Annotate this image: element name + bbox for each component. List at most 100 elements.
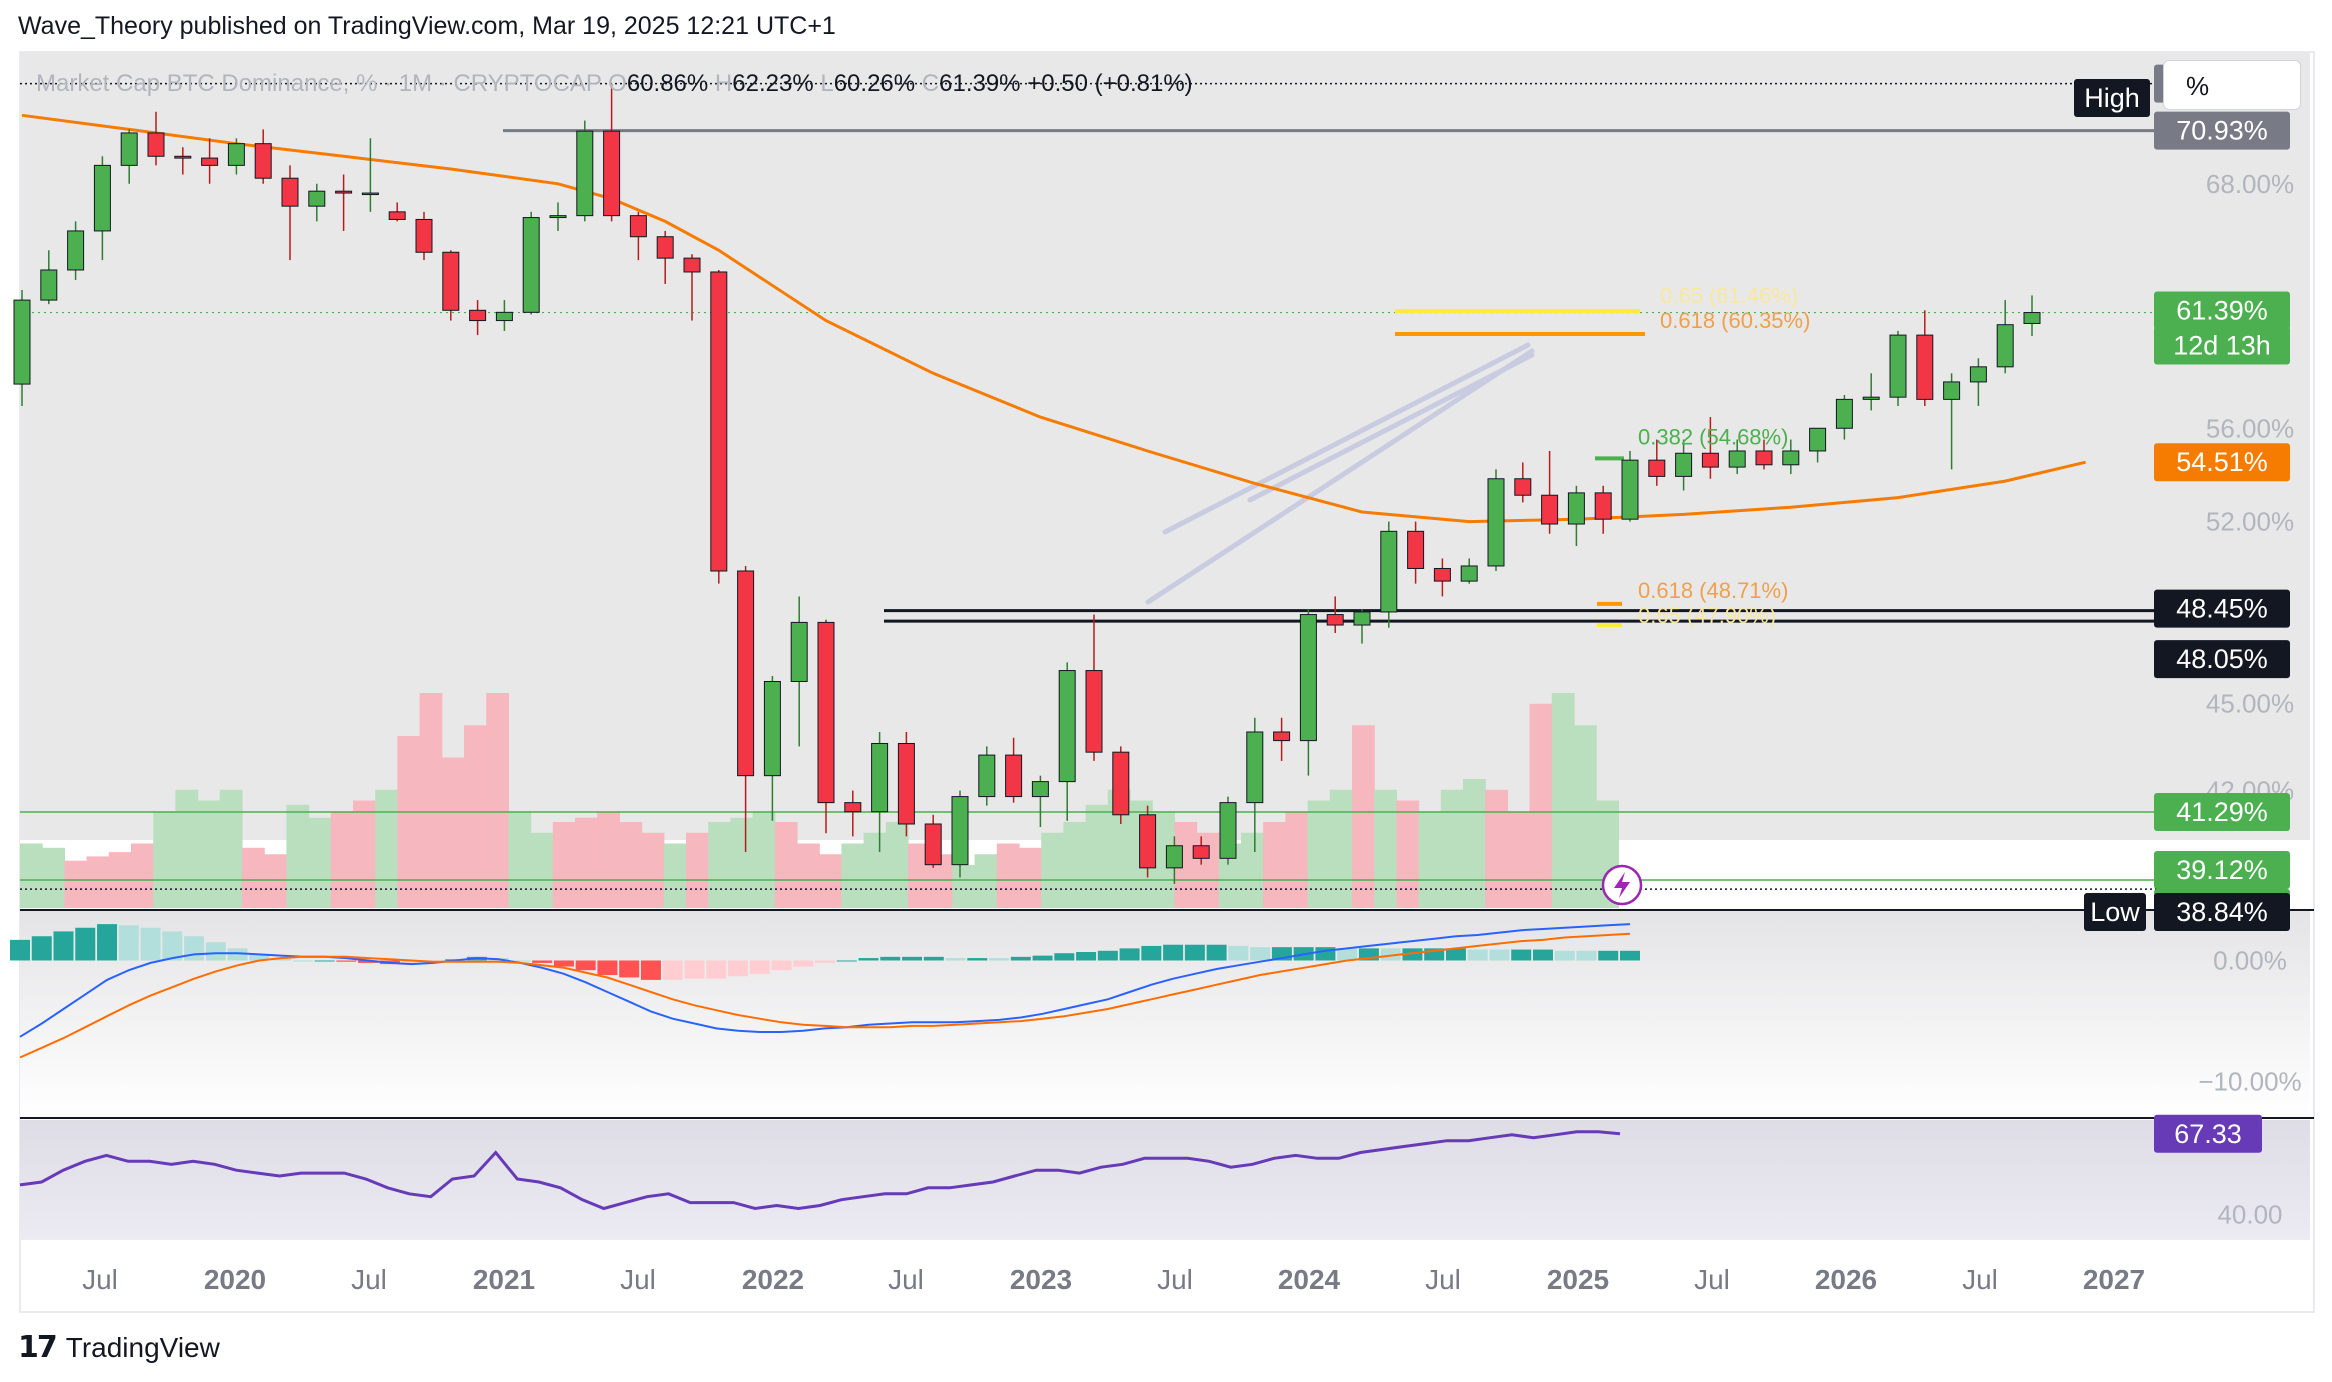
macd-histogram-bar bbox=[1163, 944, 1184, 961]
macd-histogram-bar bbox=[1554, 950, 1575, 961]
candle bbox=[1112, 746, 1130, 824]
candle bbox=[281, 165, 299, 261]
volume-bar bbox=[508, 811, 532, 908]
macd-histogram-bar bbox=[771, 960, 792, 971]
candle bbox=[1353, 609, 1371, 644]
candle bbox=[844, 790, 862, 837]
volume-bar bbox=[1440, 789, 1464, 908]
rsi-tag-bg bbox=[2154, 1114, 2262, 1153]
candle-body bbox=[13, 299, 31, 385]
volume-bar bbox=[597, 811, 620, 908]
candle bbox=[871, 731, 889, 853]
volume-bar bbox=[1463, 779, 1486, 908]
volume-bar bbox=[686, 832, 709, 908]
candle-body bbox=[1862, 396, 1880, 400]
time-tick-label: Jul bbox=[1425, 1264, 1461, 1295]
candle-body bbox=[147, 132, 165, 157]
symbol-legend: Market Cap BTC Dominance, % · 1M · CRYPT… bbox=[36, 70, 1193, 98]
volume-bar bbox=[1307, 800, 1331, 908]
macd-histogram-bar bbox=[97, 924, 118, 961]
macd-histogram-bar bbox=[1032, 955, 1053, 961]
candle bbox=[1916, 310, 1934, 406]
candle bbox=[388, 202, 406, 222]
macd-histogram-bar bbox=[597, 960, 618, 976]
candle bbox=[1648, 439, 1666, 486]
candle-body bbox=[1326, 614, 1344, 626]
candle bbox=[495, 300, 513, 331]
candle-body bbox=[1219, 802, 1237, 859]
candle-body bbox=[1889, 334, 1907, 398]
candle-body bbox=[281, 177, 299, 207]
percent-scale-button[interactable]: % bbox=[2163, 60, 2301, 110]
ema-path bbox=[21, 113, 2086, 524]
candle bbox=[1192, 836, 1210, 865]
candle bbox=[1675, 439, 1693, 491]
tag-61-39: 61.39% bbox=[2154, 291, 2290, 330]
legend-l-label: L bbox=[820, 70, 834, 97]
candle bbox=[951, 790, 969, 878]
candle bbox=[1058, 662, 1076, 821]
macd-histogram-bar bbox=[184, 936, 205, 961]
volume-bar bbox=[552, 822, 576, 908]
tag-54-51-text: 54.51% bbox=[2176, 447, 2268, 477]
macd-histogram-bar bbox=[205, 942, 226, 961]
candle-body bbox=[1567, 492, 1585, 525]
volume-bar bbox=[996, 843, 1020, 908]
price-tick-label: 52.00% bbox=[2206, 507, 2294, 537]
macd-histogram-bar bbox=[1467, 949, 1488, 961]
candle bbox=[1139, 805, 1157, 878]
time-tick-label: Jul bbox=[82, 1264, 118, 1295]
candle-body bbox=[790, 621, 808, 682]
macd-histogram-bar bbox=[945, 958, 966, 961]
candle-body bbox=[1192, 845, 1210, 859]
volume-bar bbox=[1107, 789, 1131, 908]
candle-body bbox=[1648, 459, 1666, 477]
macd-histogram-bar bbox=[140, 927, 161, 961]
candle-body bbox=[897, 742, 915, 825]
candle-body bbox=[388, 211, 406, 220]
volume-bar bbox=[1574, 725, 1597, 908]
candle bbox=[442, 250, 460, 321]
tag-low-text: Low bbox=[2090, 897, 2140, 927]
macd-histogram-bar bbox=[706, 960, 727, 979]
volume-bar bbox=[930, 854, 953, 908]
candle-body bbox=[120, 132, 138, 166]
candle-body bbox=[1058, 670, 1076, 783]
tag-48-05-text: 48.05% bbox=[2176, 644, 2268, 674]
volume-bar bbox=[419, 693, 443, 908]
volume-bar bbox=[1019, 847, 1042, 908]
volume-bar bbox=[1218, 843, 1242, 908]
time-tick-label: 2027 bbox=[2083, 1264, 2145, 1295]
candle bbox=[629, 211, 647, 261]
candle-body bbox=[1809, 427, 1827, 452]
volume-bar bbox=[1418, 811, 1442, 908]
time-tick-label: Jul bbox=[620, 1264, 656, 1295]
time-tick-label: 2023 bbox=[1010, 1264, 1072, 1295]
time-axis: Jul 2020 Jul 2021 Jul 2022 Jul 2023 Jul 2024 Jul 20… bbox=[82, 1264, 2145, 1295]
candle bbox=[1541, 450, 1559, 534]
candle-body bbox=[469, 309, 487, 322]
lightning-icon[interactable] bbox=[1601, 864, 1643, 906]
candle bbox=[1621, 450, 1639, 522]
candle-body bbox=[951, 796, 969, 866]
volume-bar bbox=[464, 725, 487, 908]
fib-label-0-618-top: 0.618 (60.35%) bbox=[1660, 308, 1810, 333]
macd-histogram-bar bbox=[249, 954, 270, 961]
volume-bar bbox=[1041, 832, 1064, 908]
tradingview-brand[interactable]: 𝟭𝟳 TradingView bbox=[18, 1330, 220, 1365]
candle-body bbox=[978, 754, 996, 798]
tag-41-29-text: 41.29% bbox=[2176, 797, 2268, 827]
volume-bar bbox=[175, 789, 199, 908]
candle bbox=[2023, 295, 2041, 336]
legend-change: +0.50 (+0.81%) bbox=[1027, 70, 1193, 97]
macd-histogram-bar bbox=[1054, 953, 1075, 961]
candle bbox=[1326, 596, 1344, 633]
candle bbox=[13, 289, 31, 406]
candle bbox=[1165, 836, 1183, 884]
macd-histogram-bar bbox=[53, 931, 74, 961]
macd-histogram-bar bbox=[510, 960, 531, 962]
volume-bar bbox=[1152, 811, 1175, 908]
volume-bar bbox=[575, 817, 598, 908]
tag-61-39-text: 61.39% bbox=[2176, 296, 2268, 326]
